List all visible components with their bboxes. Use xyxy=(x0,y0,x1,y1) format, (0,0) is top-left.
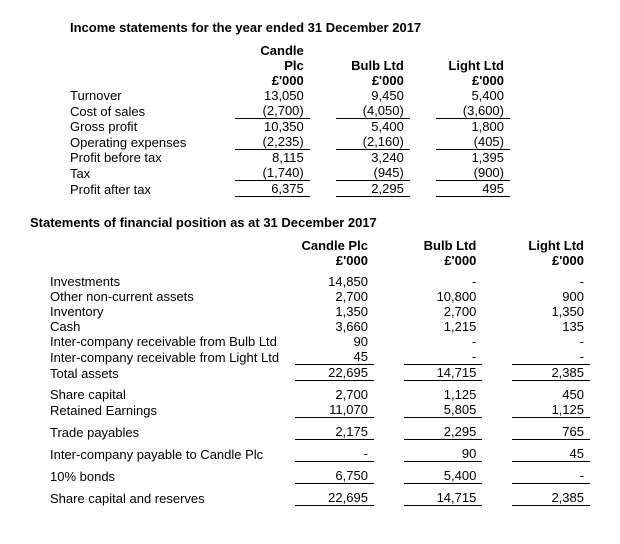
col-unit: £'000 xyxy=(512,253,590,268)
col-unit: £'000 xyxy=(295,253,374,268)
sofp-table: Candle Plc Bulb Ltd Light Ltd £'000 £'00… xyxy=(30,238,590,506)
col-header-bulb: Bulb Ltd xyxy=(336,43,410,73)
col-unit: £'000 xyxy=(436,73,510,88)
sofp-title: Statements of financial position as at 3… xyxy=(30,215,590,230)
col-unit: £'000 xyxy=(404,253,483,268)
col-header-light: Light Ltd xyxy=(512,238,590,253)
row-ic-recv-bulb: Inter-company receivable from Bulb Ltd 9… xyxy=(30,334,590,349)
col-header-bulb: Bulb Ltd xyxy=(404,238,483,253)
row-pbt: Profit before tax 8,115 3,240 1,395 xyxy=(30,150,510,166)
row-other-nca: Other non-current assets 2,700 10,800 90… xyxy=(30,289,590,304)
row-turnover: Turnover 13,050 9,450 5,400 xyxy=(30,88,510,103)
col-header-candle: Candle Plc xyxy=(235,43,309,73)
row-retained-earnings: Retained Earnings 11,070 5,805 1,125 xyxy=(30,402,590,418)
row-share-capital: Share capital 2,700 1,125 450 xyxy=(30,381,590,403)
row-pat: Profit after tax 6,375 2,295 495 xyxy=(30,181,510,197)
col-unit: £'000 xyxy=(235,73,309,88)
row-cash: Cash 3,660 1,215 135 xyxy=(30,319,590,334)
row-gross-profit: Gross profit 10,350 5,400 1,800 xyxy=(30,119,510,135)
row-cost-of-sales: Cost of sales (2,700) (4,050) (3,600) xyxy=(30,103,510,119)
row-investments: Investments 14,850 - - xyxy=(30,268,590,289)
income-table: Candle Plc Bulb Ltd Light Ltd £'000 £'00… xyxy=(30,43,510,197)
col-unit: £'000 xyxy=(336,73,410,88)
row-ic-payable: Inter-company payable to Candle Plc - 90… xyxy=(30,440,590,462)
col-header-candle: Candle Plc xyxy=(295,238,374,253)
row-total-assets: Total assets 22,695 14,715 2,385 xyxy=(30,365,590,381)
row-trade-payables: Trade payables 2,175 2,295 765 xyxy=(30,418,590,440)
row-tax: Tax (1,740) (945) (900) xyxy=(30,165,510,181)
row-opex: Operating expenses (2,235) (2,160) (405) xyxy=(30,134,510,150)
row-inventory: Inventory 1,350 2,700 1,350 xyxy=(30,304,590,319)
row-bonds: 10% bonds 6,750 5,400 - xyxy=(30,462,590,484)
income-title: Income statements for the year ended 31 … xyxy=(70,20,590,35)
col-header-light: Light Ltd xyxy=(436,43,510,73)
row-ic-recv-light: Inter-company receivable from Light Ltd … xyxy=(30,349,590,365)
row-share-capital-reserves: Share capital and reserves 22,695 14,715… xyxy=(30,484,590,506)
